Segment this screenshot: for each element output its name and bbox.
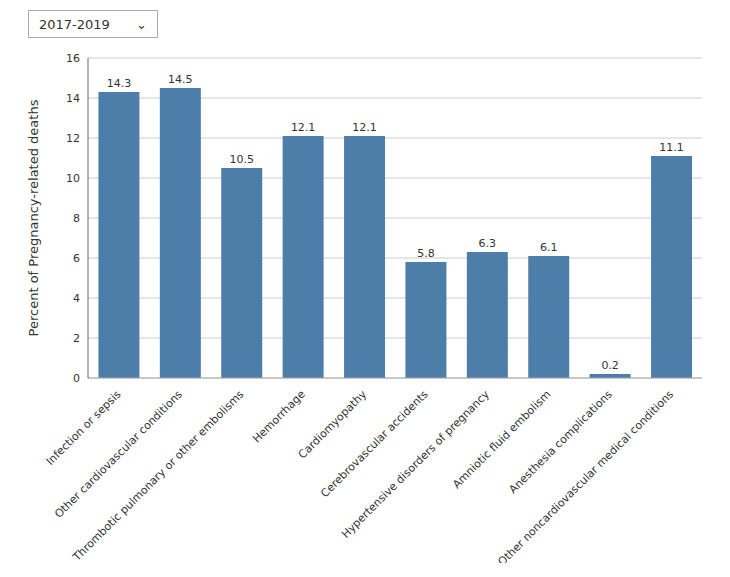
svg-text:Thrombotic pulmonary or other: Thrombotic pulmonary or other embolisms [70, 388, 247, 563]
svg-text:Other noncardiovascular medica: Other noncardiovascular medical conditio… [496, 388, 677, 563]
svg-text:0: 0 [73, 372, 80, 385]
svg-text:2: 2 [73, 332, 80, 345]
svg-text:12.1: 12.1 [352, 121, 377, 134]
svg-text:14.5: 14.5 [168, 73, 193, 86]
svg-text:14.3: 14.3 [107, 77, 132, 90]
svg-text:4: 4 [73, 292, 80, 305]
svg-text:12.1: 12.1 [291, 121, 316, 134]
svg-text:Hypertensive disorders of preg: Hypertensive disorders of pregnancy [339, 387, 492, 541]
svg-text:16: 16 [66, 52, 80, 65]
svg-text:6: 6 [73, 252, 80, 265]
svg-text:8: 8 [73, 212, 80, 225]
svg-text:Anesthesia complications: Anesthesia complications [506, 388, 615, 497]
svg-text:10.5: 10.5 [229, 153, 254, 166]
svg-text:6.1: 6.1 [540, 241, 558, 254]
html-text:2017-2019: 2017-2019 [39, 16, 110, 32]
svg-text:Other cardiovascular condition: Other cardiovascular conditions [52, 388, 185, 521]
svg-text:Cardiomyopathy: Cardiomyopathy [295, 387, 370, 462]
svg-text:Cerebrovascular accidents: Cerebrovascular accidents [318, 388, 431, 501]
svg-text:Hemorrhage: Hemorrhage [250, 388, 308, 446]
svg-text:14: 14 [66, 92, 80, 105]
svg-text:11.1: 11.1 [659, 141, 684, 154]
svg-text:Amniotic fluid embolism: Amniotic fluid embolism [450, 388, 553, 491]
svg-text:5.8: 5.8 [417, 247, 435, 260]
svg-text:6.3: 6.3 [479, 237, 497, 250]
svg-text:0.2: 0.2 [601, 359, 619, 372]
svg-text:10: 10 [66, 172, 80, 185]
svg-text:12: 12 [66, 132, 80, 145]
svg-text:Infection or sepsis: Infection or sepsis [43, 387, 124, 468]
svg-text:Percent of Pregnancy-related d: Percent of Pregnancy-related deaths [26, 99, 41, 336]
